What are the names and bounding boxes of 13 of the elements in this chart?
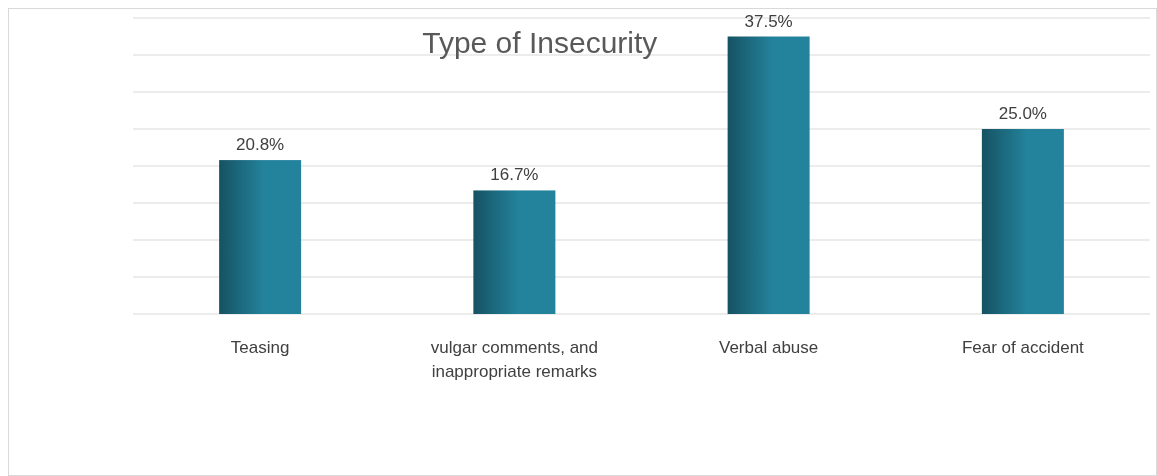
chart-title: Type of Insecurity	[422, 26, 658, 59]
bar	[727, 36, 810, 314]
bar	[473, 190, 556, 314]
x-tick-label: Teasing	[230, 338, 290, 357]
data-label: 20.8%	[236, 135, 285, 155]
x-tick-label: Verbal abuse	[719, 338, 819, 357]
data-label: 37.5%	[744, 11, 793, 31]
bar	[219, 160, 302, 314]
bar	[981, 129, 1064, 314]
x-tick-label: Fear of accident	[961, 338, 1085, 357]
x-tick-label: vulgar comments, and inappropriate remarks	[430, 338, 598, 381]
data-label: 25.0%	[998, 104, 1047, 123]
data-label: 16.7%	[490, 165, 539, 185]
